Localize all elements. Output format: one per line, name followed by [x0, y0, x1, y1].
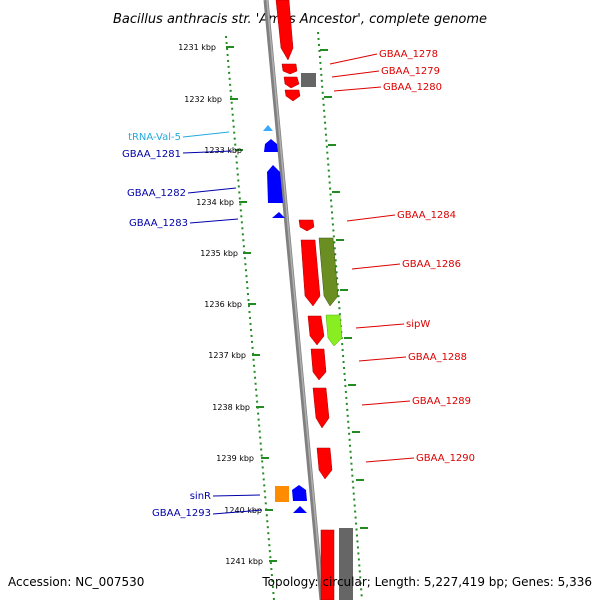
tick-label: 1235 kbp [200, 249, 238, 258]
tick-label: 1241 kbp [225, 557, 263, 566]
tick-label: 1240 kbp [224, 506, 262, 515]
label-gbaa-1281: GBAA_1281 [122, 149, 181, 160]
label-gbaa-1280: GBAA_1280 [383, 82, 442, 93]
gene-trna-val-5 [263, 125, 273, 131]
gene-gbaa-1286 [318, 237, 339, 307]
gene-gbaa-1280b [284, 89, 301, 102]
tick-label: 1234 kbp [196, 198, 234, 207]
label-gbaa-1284: GBAA_1284 [397, 210, 456, 221]
gene-gbaa-1290 [316, 447, 333, 480]
gene-gbaa-1289 [312, 387, 330, 429]
label-gbaa-1279: GBAA_1279 [381, 66, 440, 77]
gene-forward-sipw-left [307, 315, 325, 346]
gene-gbaa-1283 [272, 212, 285, 218]
tick-label: 1233 kbp [204, 146, 242, 155]
right-labels: GBAA_1278 GBAA_1279 GBAA_1280 GBAA_1284 … [329, 49, 475, 464]
gene-gbaa-1280 [283, 76, 300, 89]
gene-gbaa-1278 [275, 0, 294, 61]
genome-backbone [263, 0, 325, 600]
label-sipw: sipW [406, 319, 430, 330]
gene-gray-1 [301, 73, 316, 87]
gene-gbaa-1281 [264, 139, 278, 152]
label-gbaa-1290: GBAA_1290 [416, 453, 475, 464]
label-sinr: sinR [190, 491, 211, 502]
map-title: Bacillus anthracis str. 'Ames Ancestor',… [113, 12, 487, 27]
label-gbaa-1288: GBAA_1288 [408, 352, 467, 363]
label-gbaa-1282: GBAA_1282 [127, 188, 186, 199]
label-gbaa-1278: GBAA_1278 [379, 49, 438, 60]
tick-label: 1237 kbp [208, 351, 246, 360]
gene-gbaa-1293b [293, 506, 307, 513]
label-gbaa-1293: GBAA_1293 [152, 508, 211, 519]
gene-gbaa-1279 [281, 63, 298, 75]
left-labels: tRNA-Val-5 GBAA_1281 GBAA_1282 GBAA_1283… [122, 131, 263, 519]
right-ruler [317, 31, 363, 600]
left-ruler [225, 35, 275, 600]
label-trna-val-5: tRNA-Val-5 [128, 132, 181, 143]
gene-forward-large [300, 239, 321, 307]
accession-text: Accession: NC_007530 [8, 575, 144, 589]
tick-label: 1231 kbp [178, 43, 216, 52]
reverse-genes [263, 125, 307, 513]
forward-genes [275, 0, 353, 600]
tick-label: 1236 kbp [204, 300, 242, 309]
tick-marks [226, 46, 368, 562]
tick-label: 1232 kbp [184, 95, 222, 104]
gene-sipw [325, 314, 343, 347]
gene-bottom-gray [339, 528, 353, 600]
gene-gbaa-1282 [267, 165, 283, 203]
tick-labels: 1231 kbp 1232 kbp 1233 kbp 1234 kbp 1235… [178, 43, 263, 566]
label-gbaa-1289: GBAA_1289 [412, 396, 471, 407]
gene-gbaa-1284 [298, 219, 315, 232]
genome-summary-text: Topology: circular; Length: 5,227,419 bp… [261, 575, 592, 589]
gene-sinr [275, 486, 289, 502]
tick-label: 1239 kbp [216, 454, 254, 463]
label-gbaa-1286: GBAA_1286 [402, 259, 461, 270]
gene-gbaa-1293 [292, 485, 307, 501]
label-gbaa-1283: GBAA_1283 [129, 218, 188, 229]
tick-label: 1238 kbp [212, 403, 250, 412]
gene-gbaa-1288 [310, 348, 327, 381]
gene-bottom-red [320, 529, 335, 600]
